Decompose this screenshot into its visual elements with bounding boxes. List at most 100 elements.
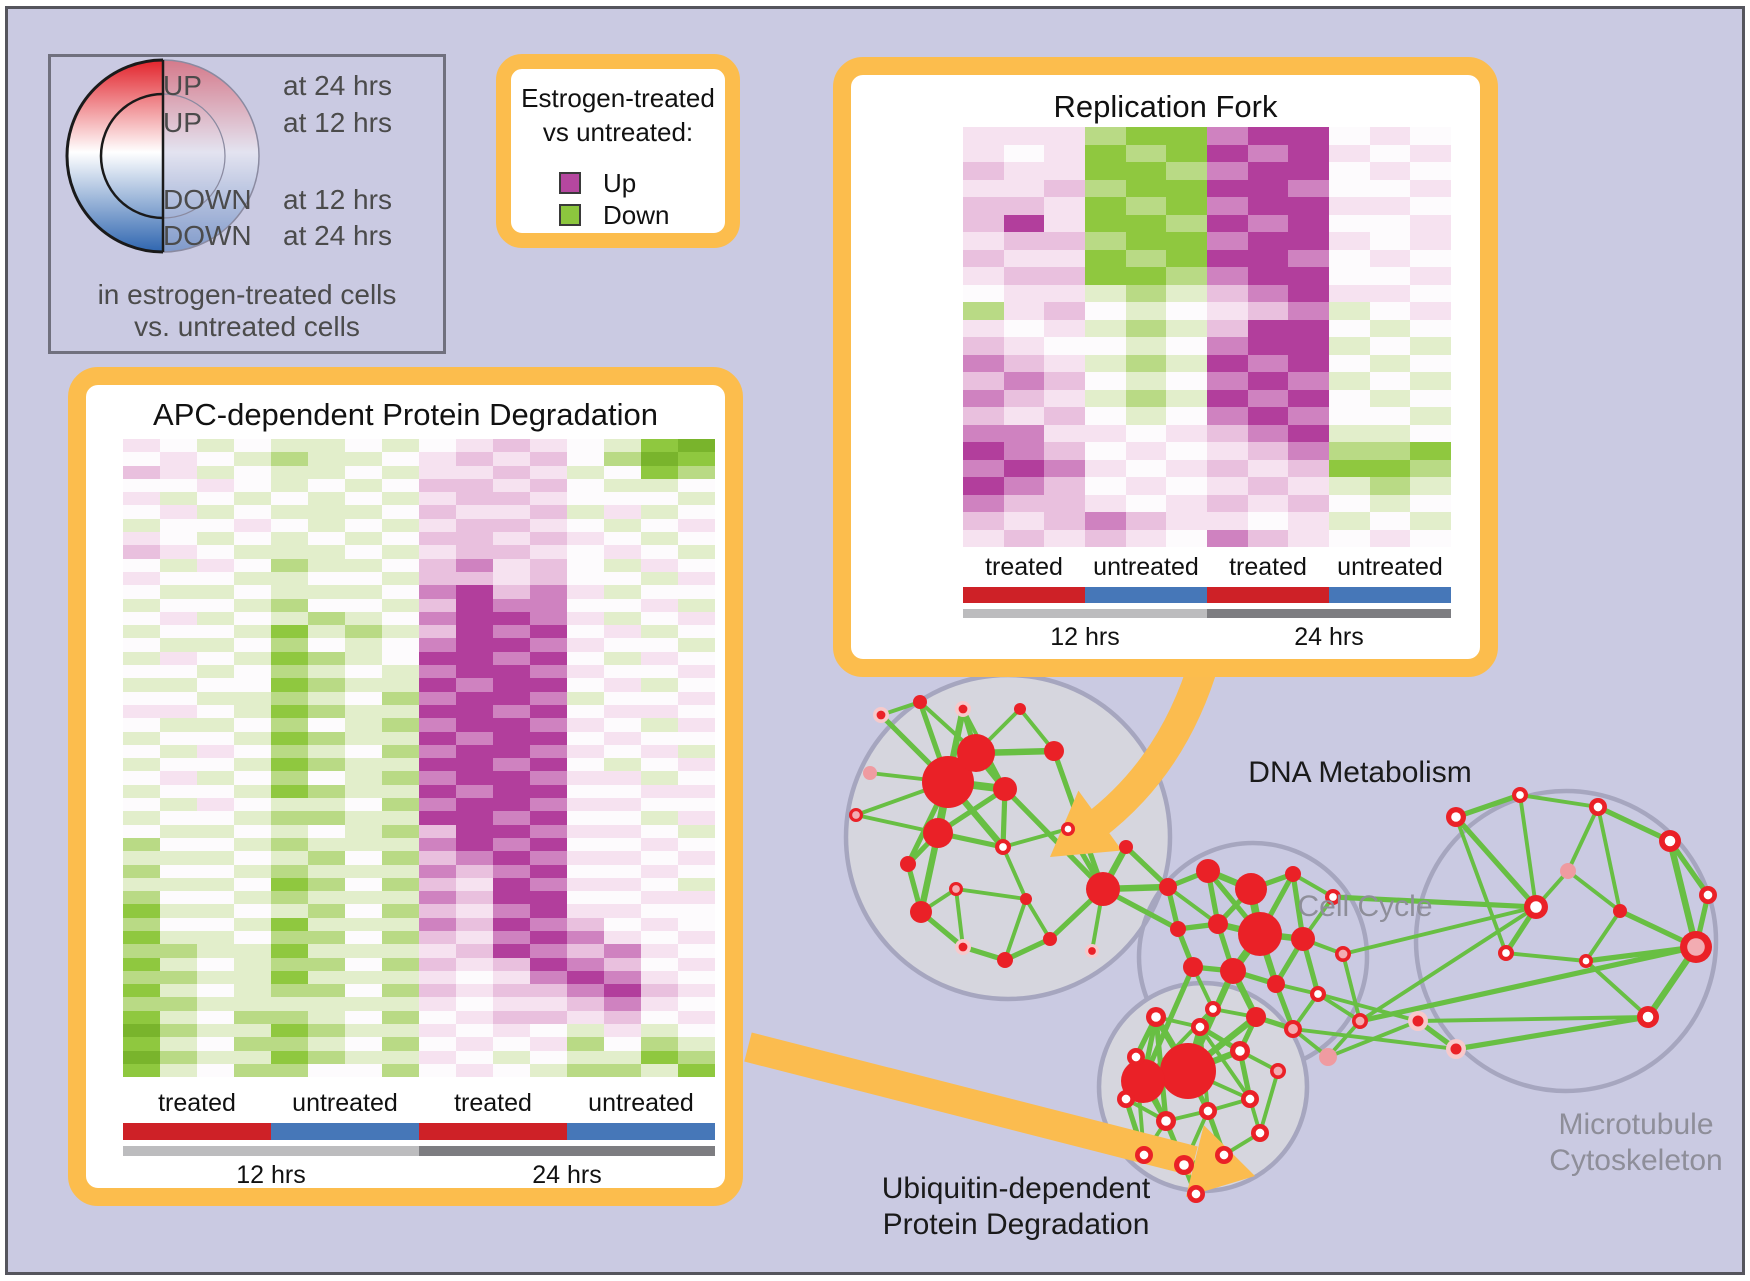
heatmap-cell [1125,319,1167,337]
heatmap-cell [641,877,678,892]
heatmap-cell [493,771,530,785]
heatmap-row [963,232,1452,250]
heatmap-cell [493,585,530,599]
heatmap-cell [456,678,493,692]
heatmap-cell [234,1010,271,1025]
heatmap-cell [197,704,234,719]
heatmap-cell [678,718,715,732]
heatmap-cell [419,452,456,466]
network-edge [1190,964,1236,974]
heatmap-cell [1247,302,1289,320]
heatmap-cell [641,611,678,626]
heatmap-cell [678,532,715,546]
network-edge [905,861,924,915]
heatmap-cell [530,877,567,892]
heatmap-cell [419,505,456,519]
heatmap-cell [1125,337,1167,355]
heatmap-cell [456,571,493,586]
heatmap-cell [604,1063,641,1078]
heatmap-cell [1410,249,1452,267]
network-edge [1566,869,1622,913]
heatmap-cell [123,1037,160,1051]
heatmap-cell [456,811,493,825]
network-edge [954,887,1028,901]
heatmap-cell [530,571,567,586]
heatmap-cell [271,997,308,1011]
heatmap-cell [234,744,271,759]
heatmap-cell [567,518,604,533]
heatmap-cell [308,691,345,705]
heatmap-cell [419,837,456,852]
heatmap-cell [123,904,160,918]
heatmap-cell [419,758,456,772]
group-label: treated [158,1089,236,1117]
heatmap-cell [1247,372,1289,390]
network-edge [1153,1014,1169,1124]
network-node-ring-center [1255,1128,1265,1138]
heatmap-cell [308,784,345,799]
heatmap-cell [234,505,271,519]
heatmap-cell [1207,144,1248,162]
heatmap-row [963,179,1452,197]
heatmap-cell [1288,214,1330,232]
heatmap-cell [123,758,160,772]
heatmap-cell [345,532,382,546]
network-edge [1518,793,1600,809]
heatmap-cell [419,678,456,692]
heatmap-cell [419,970,456,985]
network-edge [1300,936,1321,997]
heatmap-cell [678,997,715,1011]
time-label: at 12 hrs [283,107,392,138]
heatmap-cell [345,984,382,998]
heatmap-cell [234,824,271,838]
heatmap-cell [271,744,308,759]
heatmap-cell [234,877,271,892]
network-edge [1215,921,1236,974]
heatmap-cell [308,811,345,825]
network-node-solid [1119,840,1133,854]
heatmap-cell [123,864,160,878]
heatmap-cell [345,518,382,533]
network-node-solid [1196,859,1220,883]
network-edge [972,747,1058,757]
network-edge [935,786,1008,836]
network-node-ring-center [999,843,1007,851]
network-edge [1257,871,1296,937]
heatmap-cell [1166,267,1208,285]
heatmap-cell [530,691,567,705]
heatmap-cell [197,625,234,639]
heatmap-cell [678,1063,715,1078]
heatmap-cell [678,811,715,825]
heatmap-row [123,1037,715,1051]
heatmap-cell [567,1050,604,1064]
heatmap-cell [1085,179,1126,197]
heatmap-cell [160,771,197,785]
heatmap-cell [493,944,530,958]
heatmap-cell [678,917,715,931]
heatmap-cell [678,478,715,493]
heatmap-cell [530,798,567,812]
heatmap-cell [1288,372,1330,390]
heatmap-row [123,837,715,852]
network-edge [1596,805,1622,913]
heatmap-cell [419,1010,456,1025]
heatmap-cell [160,452,197,466]
heatmap-cell [123,545,160,559]
heatmap-cell [1207,302,1248,320]
network-edge [1237,1048,1253,1102]
heatmap-cell [456,518,493,533]
heatmap-cell [493,665,530,679]
heatmap-cell [197,651,234,666]
heatmap-cell [493,1050,530,1064]
heatmap-cell [604,917,641,931]
heatmap-cell [678,984,715,998]
heatmap-cell [1410,232,1452,250]
heatmap-cell [123,611,160,626]
heatmap-cell [419,439,456,453]
heatmap-cell [197,758,234,772]
heatmap-cell [567,478,604,493]
heatmap-cell [493,518,530,533]
heatmap-cell [1125,372,1167,390]
heatmap-cell [1125,407,1167,425]
heatmap-cell [493,758,530,772]
